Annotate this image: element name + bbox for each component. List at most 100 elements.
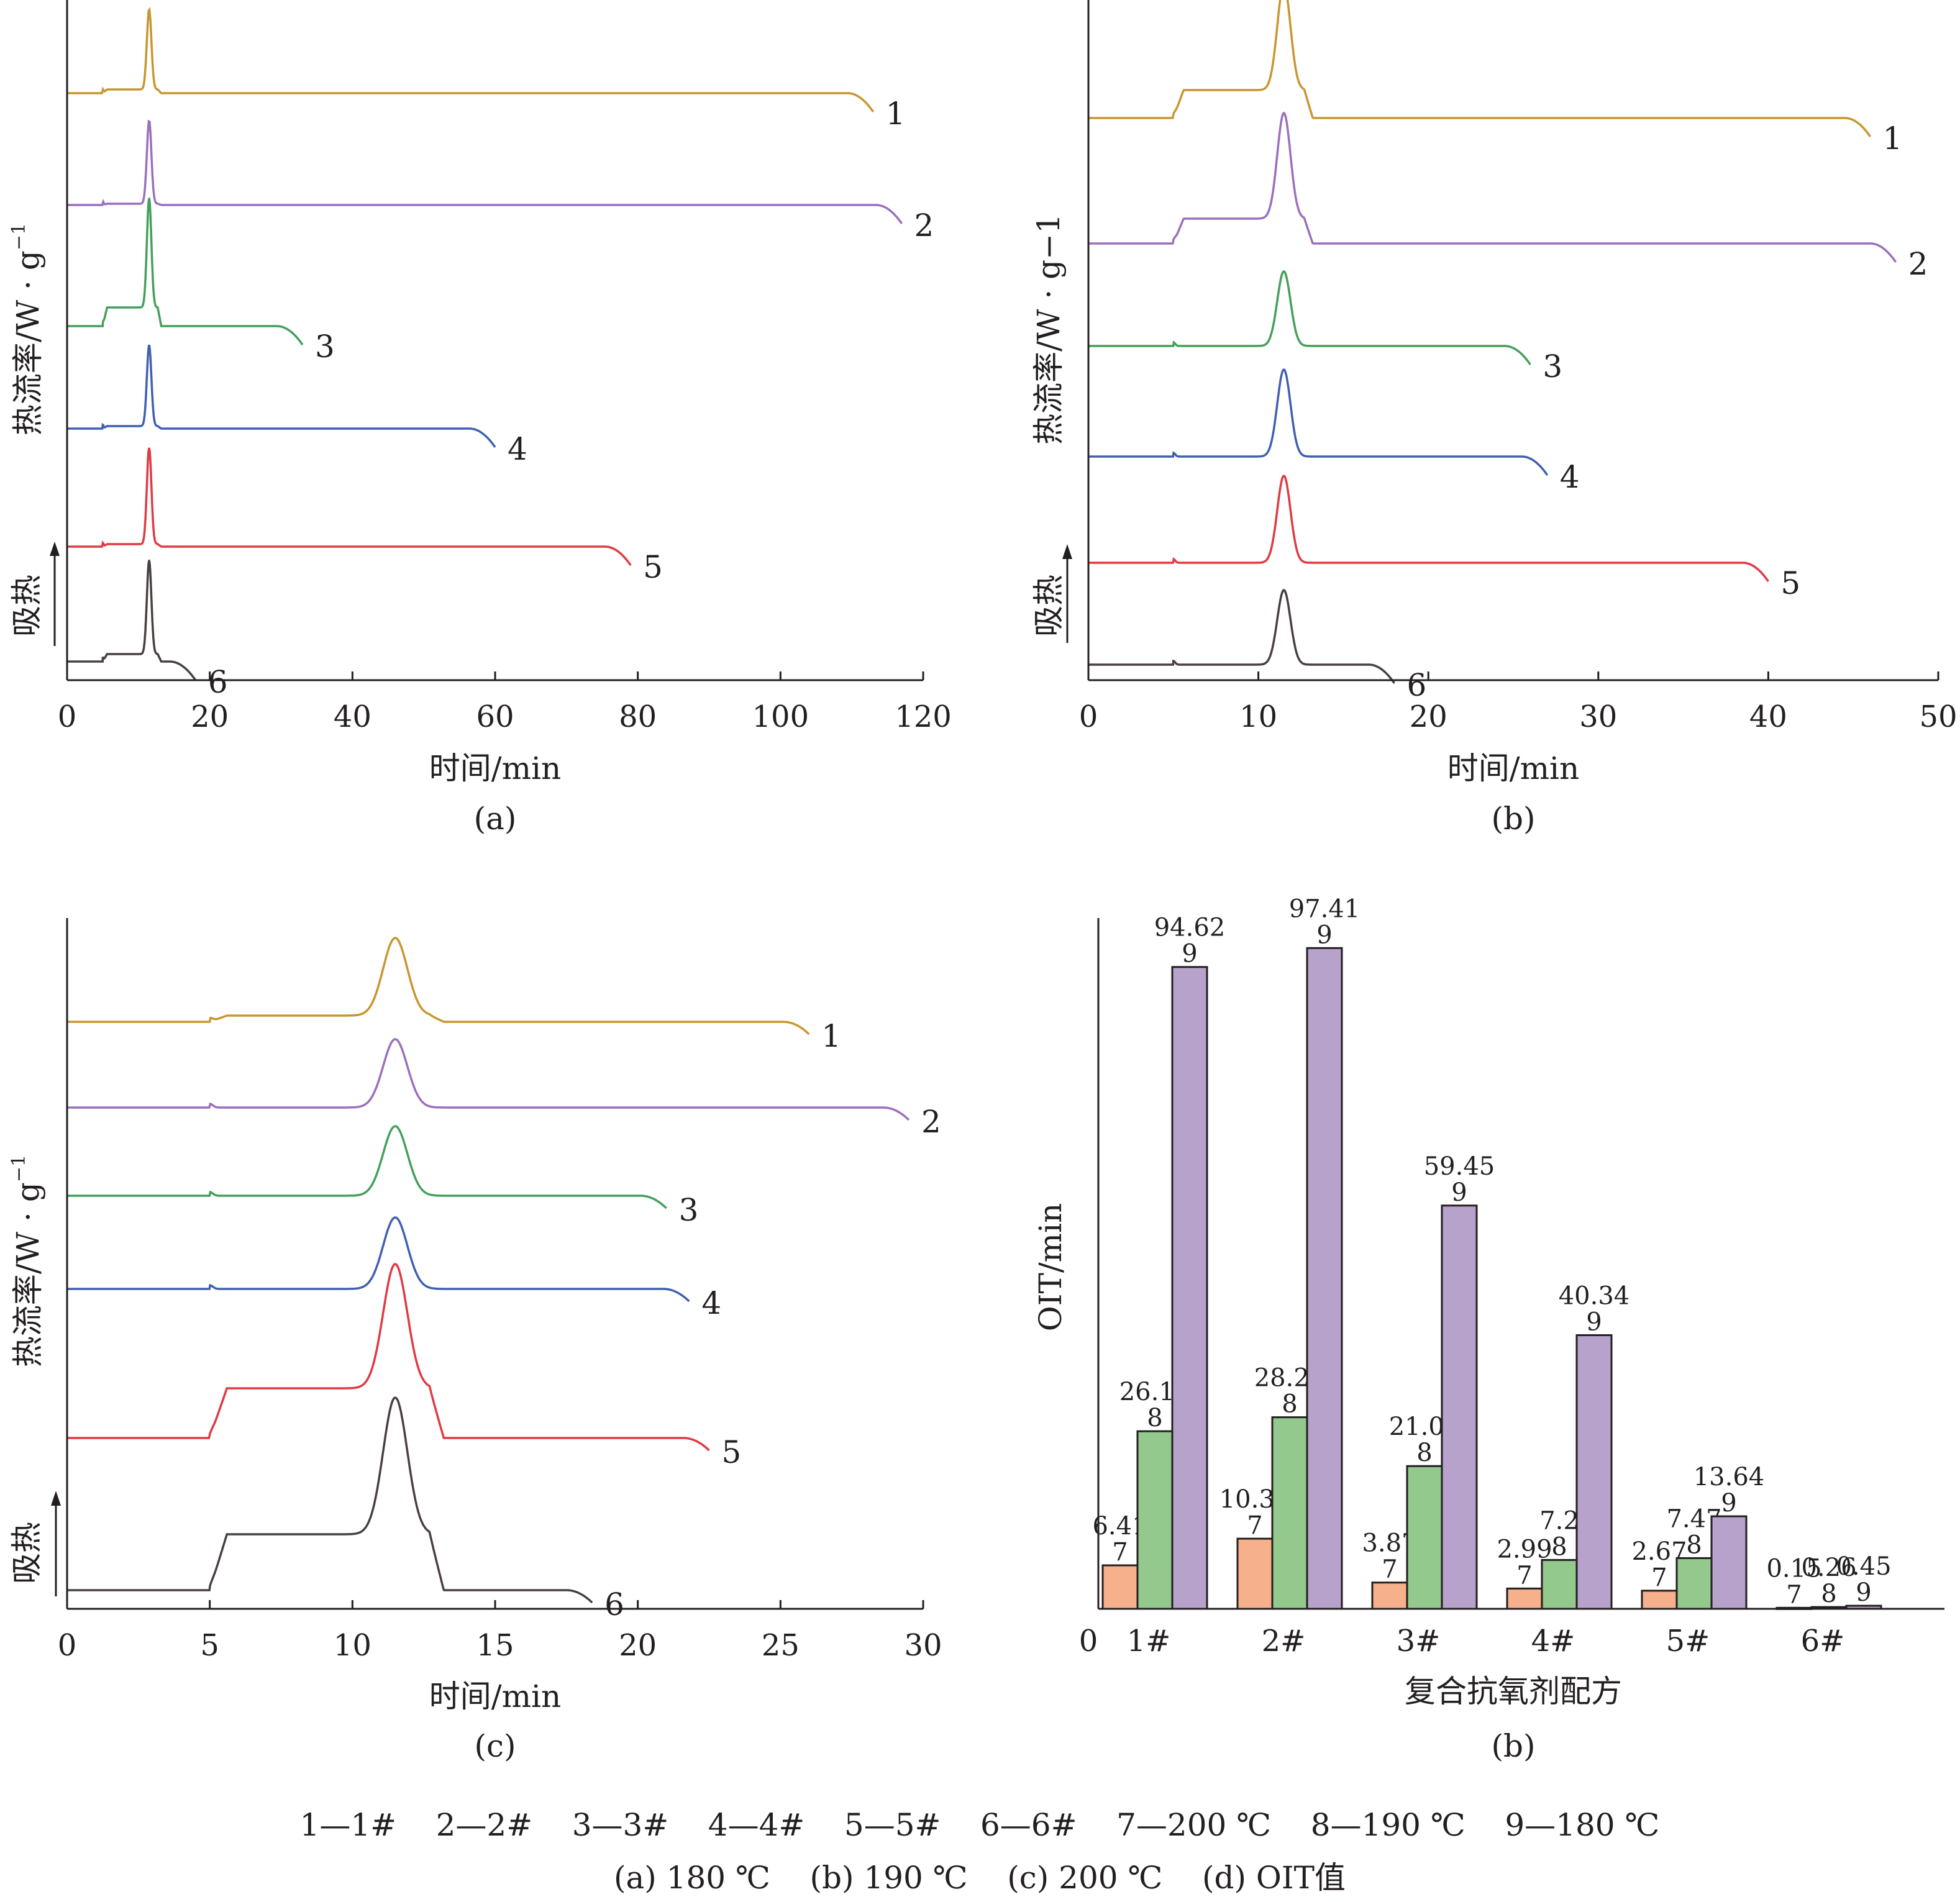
bar-9-0 <box>1171 966 1208 1610</box>
bar-9-1 <box>1306 947 1343 1610</box>
x-tick-label: 5 <box>200 1628 219 1663</box>
endo-arrow-icon <box>51 1491 61 1506</box>
curve-label-2: 2 <box>921 1104 941 1140</box>
category-label: 5# <box>1666 1624 1710 1659</box>
panel-b-x-label: 时间/min <box>1447 750 1579 786</box>
bar-value-label: 0.15 <box>1766 1554 1821 1583</box>
endo-arrow-icon <box>1062 544 1072 559</box>
x-tick-label: 120 <box>895 699 952 734</box>
curve-4 <box>1088 368 1549 476</box>
curve-1 <box>67 7 875 112</box>
x-tick-label: 30 <box>904 1628 942 1663</box>
panel-a-y-label: 热流率/W · g−1 <box>8 223 46 435</box>
curve-label-5: 5 <box>643 549 663 585</box>
bar-series-label: 9 <box>1586 1308 1602 1336</box>
curve-5 <box>67 447 632 567</box>
curve-6 <box>67 1396 593 1604</box>
panel-c-y-label-text: 热流率/W · g <box>10 1182 46 1367</box>
bar-series-label: 9 <box>1856 1578 1871 1607</box>
panel-c-curves: 1 2 3 4 5 6 <box>67 937 941 1622</box>
bar-8-2 <box>1406 1465 1443 1610</box>
bar-series-label: 8 <box>1147 1404 1162 1432</box>
bar-8-1 <box>1271 1416 1308 1610</box>
panel-c-caption: (c) <box>474 1728 516 1764</box>
x-tick-label: 30 <box>1579 699 1617 734</box>
bar-9-3 <box>1575 1334 1613 1610</box>
bar-9-4 <box>1710 1515 1748 1610</box>
endo-arrow-icon <box>50 542 60 556</box>
panel-d-caption: (b) <box>1491 1728 1535 1764</box>
x-tick-label: 15 <box>476 1628 514 1663</box>
bar-value-label: 97.41 <box>1289 894 1361 923</box>
x-tick-label: 0 <box>1079 699 1098 734</box>
curve-1 <box>67 937 810 1035</box>
bar-series-label: 7 <box>1382 1555 1397 1584</box>
bar-series-label: 8 <box>1821 1580 1836 1608</box>
category-label: 4# <box>1531 1624 1575 1659</box>
category-label: 2# <box>1262 1624 1306 1659</box>
panel-d-origin-label: 0 <box>1079 1624 1098 1659</box>
panel-a-y-label-sup: −1 <box>8 223 30 250</box>
curve-label-3: 3 <box>315 329 335 365</box>
panel-b-endo-label: 吸热 <box>1031 575 1067 637</box>
svg-text:热流率/W · g−1: 热流率/W · g−1 <box>8 1155 46 1367</box>
bar-8-3 <box>1541 1558 1578 1610</box>
bar-series-label: 9 <box>1316 921 1332 949</box>
panel-c: 1 2 3 4 5 6 0 5 10 15 20 25 30 时间/min (c) 热流率/W · g… <box>8 918 942 1764</box>
curve-3 <box>67 1125 667 1209</box>
bar-8-0 <box>1136 1430 1174 1610</box>
category-label: 3# <box>1397 1624 1441 1659</box>
bar-series-label: 8 <box>1551 1532 1567 1561</box>
bar-series-label: 9 <box>1182 940 1197 968</box>
bar-series-label: 8 <box>1282 1390 1297 1419</box>
curve-label-4: 4 <box>701 1285 721 1321</box>
bar-value-label: 2.99 <box>1497 1535 1552 1563</box>
bar-value-label: 7.2 <box>1539 1506 1579 1535</box>
panel-c-y-label-sup: −1 <box>8 1155 30 1182</box>
x-tick-label: 10 <box>1239 699 1277 734</box>
curve-label-6: 6 <box>208 664 228 700</box>
x-tick-label: 80 <box>619 699 657 734</box>
svg-text:热流率/W · g−1: 热流率/W · g−1 <box>8 223 46 435</box>
bar-value-label: 40.34 <box>1559 1281 1630 1310</box>
x-tick-label: 60 <box>476 699 514 734</box>
curve-label-1: 1 <box>1883 121 1903 157</box>
curve-label-5: 5 <box>1780 565 1800 601</box>
bar-7-0 <box>1101 1564 1139 1610</box>
category-label: 6# <box>1801 1624 1845 1659</box>
bar-7-1 <box>1236 1537 1274 1610</box>
x-tick-label: 20 <box>619 1628 657 1663</box>
panel-b-y-label-text: 热流率/W · g−1 <box>1031 214 1067 445</box>
bar-7-4 <box>1641 1590 1678 1610</box>
panel-d: 6.41726.18894.62910.34728.24897.4193.877… <box>1032 894 1944 1764</box>
bar-series-label: 7 <box>1247 1511 1262 1540</box>
x-tick-label: 100 <box>752 699 809 734</box>
curve-label-4: 4 <box>508 431 527 467</box>
panel-c-x-ticks: 0 5 10 15 20 25 30 <box>58 1600 942 1663</box>
panel-d-categories: 1# 2# 3# 4# 5# 6# <box>1127 1624 1845 1659</box>
panel-b-curves: 1 2 3 4 5 6 <box>1088 0 1928 703</box>
curve-label-2: 2 <box>1908 246 1928 282</box>
panel-a-caption: (a) <box>474 801 517 837</box>
bar-series-label: 9 <box>1451 1178 1467 1207</box>
panel-a-x-label: 时间/min <box>429 750 561 786</box>
category-label: 1# <box>1127 1624 1171 1659</box>
panel-c-x-label: 时间/min <box>429 1678 561 1714</box>
curve-5 <box>1088 475 1769 582</box>
panel-d-y-label: OIT/min <box>1032 1203 1069 1332</box>
curve-4 <box>67 1216 690 1303</box>
curve-label-1: 1 <box>821 1018 841 1054</box>
legend-series: 1—1# 2—2# 3—3# 4—4# 5—5# 6—6# 7—200 ℃ 8—… <box>300 1807 1660 1843</box>
panel-c-y-label: 热流率/W · g−1 <box>8 1155 46 1367</box>
bar-series-label: 7 <box>1651 1563 1667 1592</box>
curve-3 <box>1088 270 1531 366</box>
curve-4 <box>67 344 496 448</box>
bar-series-label: 9 <box>1721 1489 1736 1518</box>
x-tick-label: 25 <box>762 1628 800 1663</box>
bar-value-label: 0.45 <box>1836 1552 1891 1581</box>
panel-b-caption: (b) <box>1491 801 1535 837</box>
panel-b-x-ticks: 0 10 20 30 40 50 <box>1079 671 1958 734</box>
panel-a-y-label-text: 热流率/W · g <box>10 250 46 435</box>
bar-value-label: 59.45 <box>1424 1152 1495 1181</box>
